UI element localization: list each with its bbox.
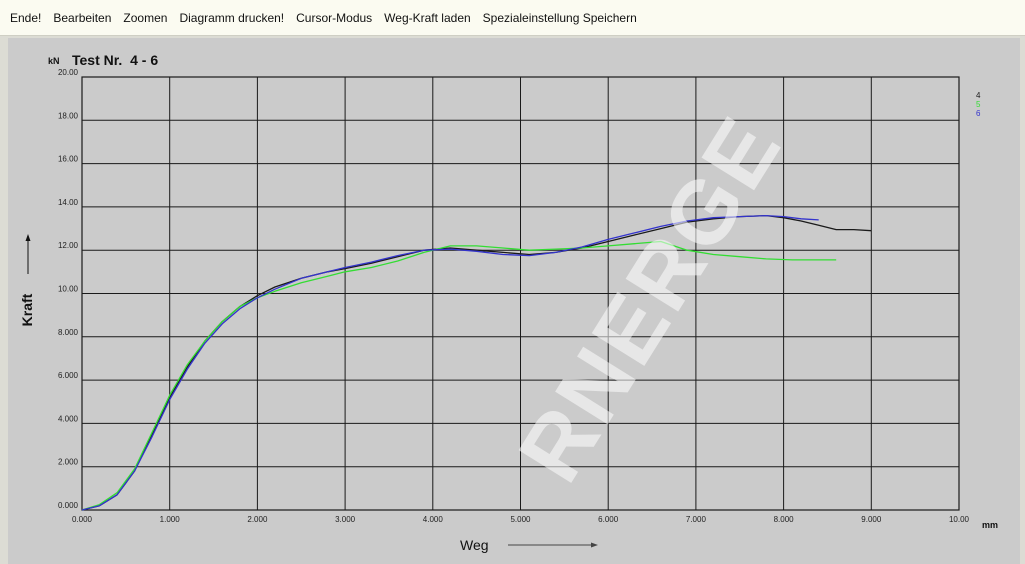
legend-entry-5: 5 bbox=[976, 100, 981, 109]
x-tick-label: 2.000 bbox=[247, 515, 268, 524]
x-tick-label: 1.000 bbox=[160, 515, 181, 524]
series-line-4 bbox=[81, 214, 872, 511]
series-5 bbox=[81, 240, 837, 511]
menu-bar: Ende! Bearbeiten Zoomen Diagramm drucken… bbox=[0, 0, 1025, 36]
menu-item-cursor-modus[interactable]: Cursor-Modus bbox=[296, 10, 373, 25]
y-tick-label: 10.00 bbox=[58, 285, 79, 294]
menu-item-spezialeinstellung-speichern[interactable]: Spezialeinstellung Speichern bbox=[482, 10, 637, 25]
y-tick-label: 18.00 bbox=[58, 111, 79, 120]
x-tick-label: 5.000 bbox=[510, 515, 531, 524]
y-tick-label: 8.000 bbox=[58, 328, 79, 337]
y-axis-arrow bbox=[25, 234, 31, 274]
menu-item-diagramm-drucken[interactable]: Diagramm drucken! bbox=[179, 10, 285, 25]
y-tick-label: 20.00 bbox=[58, 68, 79, 77]
y-tick-label: 2.000 bbox=[58, 458, 79, 467]
x-tick-label: 10.00 bbox=[949, 515, 970, 524]
y-axis-label-group: Kraft bbox=[19, 293, 35, 326]
y-axis-label: Kraft bbox=[19, 293, 35, 326]
y-tick-label: 12.00 bbox=[58, 241, 79, 250]
series-line-6 bbox=[81, 214, 819, 511]
y-tick-label: 16.00 bbox=[58, 155, 79, 164]
x-unit-label: mm bbox=[982, 520, 998, 530]
legend-entry-6: 6 bbox=[976, 109, 981, 118]
x-tick-label: 8.000 bbox=[774, 515, 795, 524]
ticks-layer: 0.000 1.000 2.000 3.000 4.000 5.000 6.000 7.000… bbox=[58, 68, 970, 524]
x-tick-label: 7.000 bbox=[686, 515, 707, 524]
legend: 456 bbox=[976, 91, 981, 118]
x-axis-label: Weg bbox=[460, 537, 489, 553]
chart-title: Test Nr. 4 - 6 bbox=[72, 52, 158, 68]
x-tick-label: 6.000 bbox=[598, 515, 619, 524]
watermark: RNERGE bbox=[500, 99, 802, 499]
series-6 bbox=[81, 214, 819, 511]
x-tick-label: 4.000 bbox=[423, 515, 444, 524]
x-tick-label: 0.000 bbox=[72, 515, 93, 524]
menu-item-ende[interactable]: Ende! bbox=[10, 10, 42, 25]
grid-layer bbox=[81, 76, 960, 511]
menu-item-zoomen[interactable]: Zoomen bbox=[123, 10, 168, 25]
legend-entry-4: 4 bbox=[976, 91, 981, 100]
x-tick-label: 3.000 bbox=[335, 515, 356, 524]
series-4 bbox=[81, 214, 872, 511]
y-tick-label: 6.000 bbox=[58, 371, 79, 380]
y-tick-label: 4.000 bbox=[58, 414, 79, 423]
menu-item-weg-kraft-laden[interactable]: Weg-Kraft laden bbox=[384, 10, 471, 25]
series-line-5 bbox=[81, 240, 837, 511]
series-layer bbox=[81, 214, 872, 511]
x-axis-arrow bbox=[508, 542, 598, 548]
chart-area: 0.000 1.000 2.000 3.000 4.000 5.000 6.000 7.000… bbox=[8, 38, 1020, 564]
force-displacement-chart: 0.000 1.000 2.000 3.000 4.000 5.000 6.000 7.000… bbox=[19, 52, 998, 553]
menu-item-bearbeiten[interactable]: Bearbeiten bbox=[53, 10, 112, 25]
y-tick-label: 14.00 bbox=[58, 198, 79, 207]
y-tick-label: 0.000 bbox=[58, 501, 79, 510]
x-tick-label: 9.000 bbox=[861, 515, 882, 524]
y-unit-label: kN bbox=[48, 56, 60, 66]
